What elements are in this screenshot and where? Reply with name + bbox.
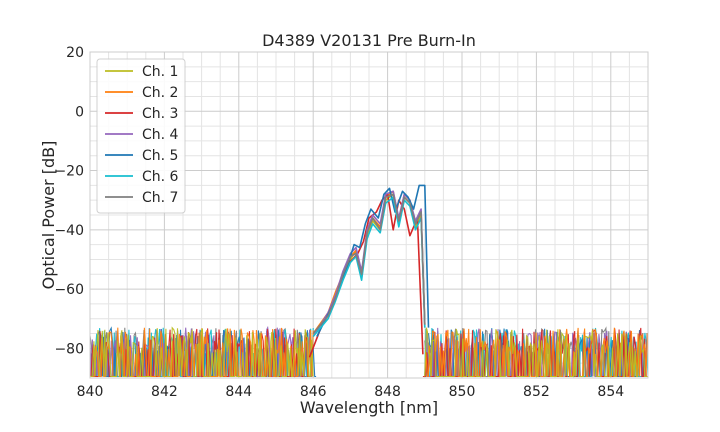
series-line-6 <box>312 196 426 338</box>
legend-label: Ch. 6 <box>142 169 179 185</box>
x-tick-label: 850 <box>449 384 476 400</box>
y-tick-label: 0 <box>75 104 84 120</box>
x-tick-label: 844 <box>225 384 252 400</box>
x-tick-label: 840 <box>77 384 104 400</box>
y-tick-label: 20 <box>66 45 84 61</box>
y-axis-label: Optical Power [dB] <box>39 141 58 290</box>
series-line-7 <box>312 193 426 335</box>
noise-floor <box>90 325 648 378</box>
legend: Ch. 1 Ch. 2 Ch. 3 Ch. 4 Ch. 5 Ch. 6 Ch. 7 <box>96 58 186 214</box>
noise-trace-1-left <box>90 326 314 378</box>
legend-label: Ch. 3 <box>142 106 178 122</box>
y-tick-label: −20 <box>54 164 84 180</box>
x-tick-label: 848 <box>374 384 401 400</box>
legend-box <box>96 58 186 214</box>
noise-trace-1-right <box>424 327 648 378</box>
x-tick-label: 842 <box>151 384 178 400</box>
x-axis-label: Wavelength [nm] <box>300 398 438 417</box>
plot-frame <box>89 51 649 379</box>
series-lines <box>308 184 430 358</box>
x-tick-label: 854 <box>597 384 624 400</box>
legend-label: Ch. 2 <box>142 85 178 101</box>
y-tick-label: −80 <box>54 341 84 357</box>
y-tick-label: −40 <box>54 223 84 239</box>
x-tick-labels: 840 842 844 846 848 850 852 854 <box>77 384 625 400</box>
chart-title: D4389 V20131 Pre Burn-In <box>262 31 476 50</box>
x-tick-label: 846 <box>300 384 327 400</box>
x-tick-label: 852 <box>523 384 550 400</box>
y-tick-label: −60 <box>54 282 84 298</box>
legend-label: Ch. 4 <box>142 127 179 143</box>
legend-label: Ch. 5 <box>142 148 178 164</box>
legend-label: Ch. 7 <box>142 190 178 206</box>
series-line-5 <box>316 184 430 337</box>
legend-label: Ch. 1 <box>142 64 178 80</box>
y-tick-labels: 20 0 −20 −40 −60 −80 <box>54 45 84 357</box>
